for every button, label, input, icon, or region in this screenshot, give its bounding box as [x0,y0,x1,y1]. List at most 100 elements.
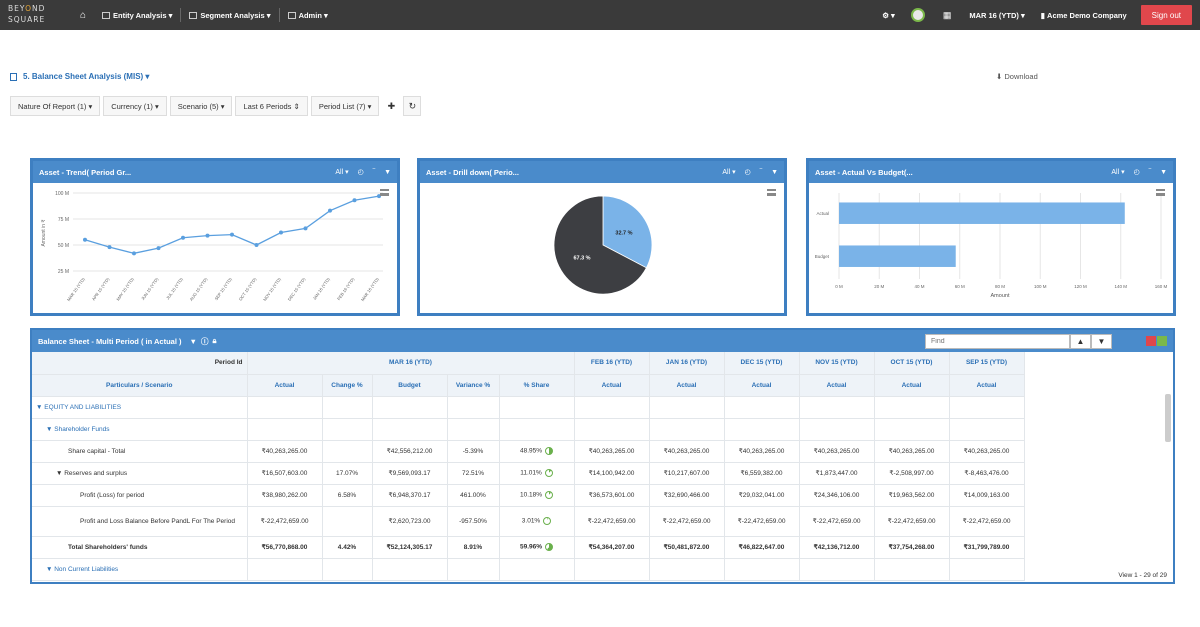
actual-vs-budget-panel: Asset - Actual Vs Budget(... All ▾ ◴ ‾ ▼… [806,158,1176,316]
column-header[interactable]: Budget [372,374,448,397]
funnel-icon[interactable]: ▼ [384,168,391,176]
nav-segment-analysis[interactable]: Segment Analysis ▾ [181,0,278,30]
data-point[interactable] [156,246,161,251]
apps-grid-icon[interactable]: ▦ [942,9,952,20]
cell-value: ₹2,620,723.00 [388,518,431,525]
refresh-icon[interactable]: ◴ [744,169,751,176]
data-point[interactable] [328,208,332,213]
export-excel-icon[interactable] [1157,336,1167,346]
filter-scenario[interactable]: Scenario (5) ▾ [169,96,233,116]
group-label[interactable]: ▼ Non Current Liabilities [32,558,248,581]
export-pdf-icon[interactable] [1146,336,1156,346]
scrollbar[interactable] [1165,394,1171,442]
refresh-icon[interactable]: ◴ [1133,169,1140,176]
find-next-button[interactable]: ▼ [1091,333,1112,349]
settings-menu[interactable]: ⚙ ▾ [882,10,895,20]
period-label: MAR 16 (YTD) [969,10,1019,20]
filter-dropdown[interactable]: All ▾ [1111,169,1125,176]
table-row[interactable]: Total Shareholders' funds ₹56,770,868.00 4… [32,536,1025,559]
data-point[interactable] [132,251,136,256]
column-header[interactable]: Actual [874,374,950,397]
nav-entity-analysis[interactable]: Entity Analysis ▾ [94,0,180,30]
balance-sheet-table: Period Id MAR 16 (YTD) FEB 16 (YTD) JAN … [32,352,1025,581]
table-cell [372,418,448,441]
column-header[interactable]: Actual [649,374,725,397]
lock-icon[interactable]: 🔒︎ [212,336,217,345]
table-cell: ₹50,481,872.00 [649,536,725,559]
chart-menu-icon[interactable] [1156,189,1165,196]
column-header[interactable]: Particulars / Scenario [32,374,248,397]
table-cell: ₹9,569,093.17 [372,462,448,485]
company-selector[interactable]: ▮ Acme Demo Company [1033,0,1135,30]
column-header[interactable]: Change % [322,374,373,397]
period-selector[interactable]: MAR 16 (YTD) ▾ [969,10,1025,20]
info-icon[interactable]: ⓘ [200,336,209,346]
minimize-icon[interactable]: ‾ [759,168,763,176]
refresh-button[interactable]: ↻ [403,96,422,116]
table-row[interactable]: Profit and Loss Balance Before PandL For… [32,506,1025,537]
download-button[interactable]: ⬇ Download [996,72,1038,81]
data-point[interactable] [230,232,234,237]
data-point[interactable] [303,226,308,231]
table-cell: ₹40,263,265.00 [649,440,725,463]
column-header[interactable]: % Share [499,374,575,397]
funnel-icon[interactable]: ▼ [1160,168,1167,176]
minimize-icon[interactable]: ‾ [1148,168,1152,176]
table-row[interactable]: ▼ EQUITY AND LIABILITIES [32,396,1025,419]
filter-periods[interactable]: Last 6 Periods ⇕ [235,96,308,116]
data-point[interactable] [83,237,87,242]
table-cell [949,396,1025,419]
column-header[interactable]: Actual [799,374,875,397]
pie-slice[interactable] [602,195,653,269]
data-point[interactable] [279,230,283,235]
table-row[interactable]: Profit (Loss) for period ₹38,980,262.00 6.… [32,484,1025,507]
chart-menu-icon[interactable] [380,189,389,196]
funnel-icon[interactable]: ▼ [189,336,197,346]
find-input[interactable] [925,333,1070,349]
cell-value: ₹-22,472,659.00 [962,518,1011,525]
nav-admin[interactable]: Admin ▾ [280,0,336,30]
cell-value: 461.00% [460,491,486,499]
page-title[interactable]: 5. Balance Sheet Analysis (MIS) ▾ [10,72,149,81]
chart-menu-icon[interactable] [767,189,776,196]
table-row[interactable]: ▼ Reserves and surplus ₹16,507,603.00 17.0… [32,462,1025,485]
table-row[interactable]: ▼ Shareholder Funds [32,418,1025,441]
column-header[interactable]: Actual [724,374,800,397]
filter-dropdown[interactable]: All ▾ [722,169,736,176]
bar[interactable] [839,245,956,267]
group-label[interactable]: ▼ Shareholder Funds [32,418,248,441]
table-row[interactable]: Share capital - Total ₹40,263,265.00 ₹42,5… [32,440,1025,463]
filter-label: Nature Of Report (1) [18,101,87,111]
filter-nature-of-report[interactable]: Nature Of Report (1) ▾ [10,96,101,116]
timer-icon[interactable] [910,8,925,22]
filter-currency[interactable]: Currency (1) ▾ [103,96,167,116]
bar[interactable] [839,202,1125,224]
group-label[interactable]: ▼ EQUITY AND LIABILITIES [32,396,248,419]
logo[interactable]: BEYOND SQUARE [0,0,72,30]
add-icon[interactable]: ✚ [387,100,396,111]
column-header[interactable]: Actual [574,374,650,397]
cell-value: 48.95% [519,447,543,455]
pie-slice[interactable] [553,195,647,295]
refresh-icon[interactable]: ◴ [357,169,364,176]
find-prev-button[interactable]: ▲ [1070,333,1091,349]
logo-text-bottom: SQUARE [8,15,46,24]
column-header[interactable]: Variance % [447,374,500,397]
cell-value: ₹10,217,607.00 [663,470,710,477]
data-point[interactable] [181,235,185,240]
data-point[interactable] [254,243,259,247]
minimize-icon[interactable]: ‾ [372,168,376,176]
filter-period-list[interactable]: Period List (7) ▾ [310,96,380,116]
column-header[interactable]: Actual [247,374,323,397]
sign-out-button[interactable]: Sign out [1140,5,1192,25]
data-point[interactable] [352,198,357,203]
x-tick-label: MAY 15 (YTD) [115,276,135,301]
data-point[interactable] [107,245,112,250]
home-icon[interactable]: ⌂ [79,9,87,21]
table-row[interactable]: ▼ Non Current Liabilities [32,558,1025,581]
building-icon: ▮ [1040,10,1045,20]
filter-dropdown[interactable]: All ▾ [335,169,349,176]
column-header[interactable]: Actual [949,374,1025,397]
funnel-icon[interactable]: ▼ [771,168,778,176]
data-point[interactable] [205,233,210,238]
